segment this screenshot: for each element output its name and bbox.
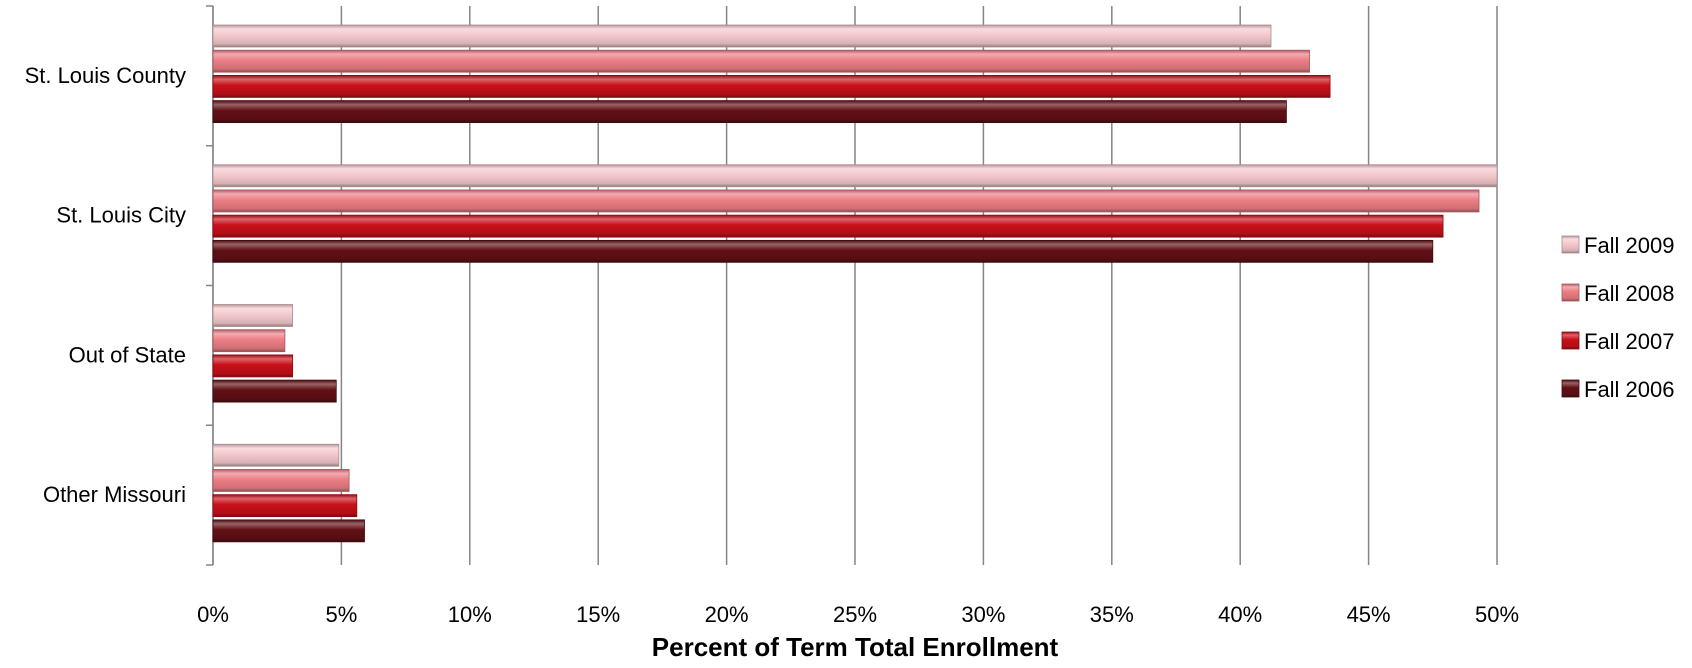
legend: Fall 2009 Fall 2008 Fall 2007 Fall 2006 xyxy=(1561,233,1675,402)
x-tick-label: 50% xyxy=(1475,602,1519,627)
legend-label: Fall 2006 xyxy=(1584,377,1675,402)
category-label: Out of State xyxy=(69,342,186,367)
bar-fall-2009 xyxy=(212,164,1498,188)
x-axis-title: Percent of Term Total Enrollment xyxy=(652,632,1059,662)
bar-fall-2007 xyxy=(212,354,294,378)
x-tick-label: 25% xyxy=(833,602,877,627)
x-tick-label: 5% xyxy=(326,602,358,627)
legend-swatch xyxy=(1561,379,1580,398)
bar-fall-2008 xyxy=(212,49,1310,73)
gridlines xyxy=(212,6,1498,565)
x-tick-label: 30% xyxy=(961,602,1005,627)
category-label: Other Missouri xyxy=(43,482,186,507)
legend-swatch xyxy=(1561,283,1580,302)
bar-fall-2006 xyxy=(212,519,365,543)
bar-fall-2006 xyxy=(212,239,1434,263)
bar-fall-2008 xyxy=(212,469,350,492)
legend-label: Fall 2008 xyxy=(1584,281,1675,306)
x-tick-label: 45% xyxy=(1347,602,1391,627)
legend-label: Fall 2007 xyxy=(1584,329,1675,354)
bar-fall-2008 xyxy=(212,329,286,353)
x-tick-label: 10% xyxy=(448,602,492,627)
x-tick-label: 35% xyxy=(1090,602,1134,627)
legend-label: Fall 2009 xyxy=(1584,233,1675,258)
category-label: St. Louis County xyxy=(25,63,186,88)
axes xyxy=(206,5,214,566)
x-tick-labels: 0% 5% 10% 15% 20% 25% 30% 35% 40% 45% 50% xyxy=(197,602,1519,627)
bars xyxy=(212,24,1498,543)
category-label: St. Louis City xyxy=(56,203,186,228)
category-labels: St. Louis County St. Louis City Out of Sta… xyxy=(25,63,186,507)
bar-fall-2009 xyxy=(212,443,340,467)
bar-fall-2008 xyxy=(212,189,1480,213)
legend-swatch xyxy=(1561,235,1580,254)
bar-fall-2007 xyxy=(212,214,1444,238)
bar-fall-2007 xyxy=(212,494,358,518)
bar-fall-2009 xyxy=(212,304,294,327)
bar-fall-2007 xyxy=(212,75,1331,98)
bar-fall-2009 xyxy=(212,24,1272,48)
x-tick-label: 40% xyxy=(1218,602,1262,627)
x-tick-label: 20% xyxy=(705,602,749,627)
x-tick-label: 15% xyxy=(576,602,620,627)
x-tick-label: 0% xyxy=(197,602,229,627)
bar-fall-2006 xyxy=(212,100,1287,123)
legend-swatch xyxy=(1561,331,1580,350)
bar-fall-2006 xyxy=(212,379,337,403)
